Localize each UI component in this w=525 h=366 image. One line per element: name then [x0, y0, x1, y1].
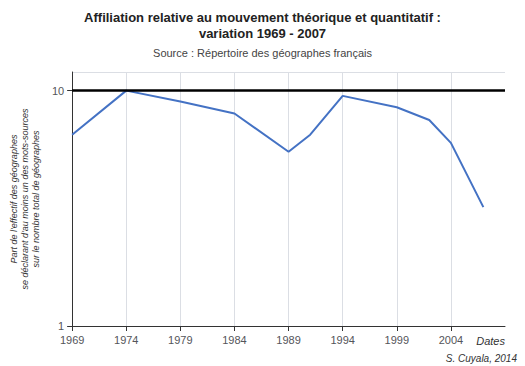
- svg-text:1979: 1979: [168, 334, 192, 346]
- svg-text:2004: 2004: [439, 334, 463, 346]
- svg-text:se déclarant d'au moins un des: se déclarant d'au moins un des mots-sour…: [20, 108, 30, 289]
- svg-text:variation 1969 - 2007: variation 1969 - 2007: [199, 26, 326, 41]
- svg-text:1969: 1969: [60, 334, 84, 346]
- svg-text:1994: 1994: [330, 334, 354, 346]
- svg-text:sur le nombre total de géograp: sur le nombre total de géographes: [31, 130, 41, 268]
- svg-text:1984: 1984: [222, 334, 246, 346]
- svg-text:Source : Répertoire des géogra: Source : Répertoire des géographes franç…: [153, 47, 372, 59]
- svg-text:1999: 1999: [385, 334, 409, 346]
- svg-text:10: 10: [52, 85, 64, 97]
- svg-text:1: 1: [58, 320, 64, 332]
- svg-text:S. Cuyala, 2014: S. Cuyala, 2014: [446, 353, 518, 364]
- svg-text:1974: 1974: [114, 334, 138, 346]
- svg-text:Dates: Dates: [476, 335, 505, 347]
- svg-text:Affiliation relative au mouvem: Affiliation relative au mouvement théori…: [84, 10, 441, 25]
- svg-text:Part de l'effectif des géograp: Part de l'effectif des géographes: [9, 134, 19, 263]
- svg-text:1989: 1989: [276, 334, 300, 346]
